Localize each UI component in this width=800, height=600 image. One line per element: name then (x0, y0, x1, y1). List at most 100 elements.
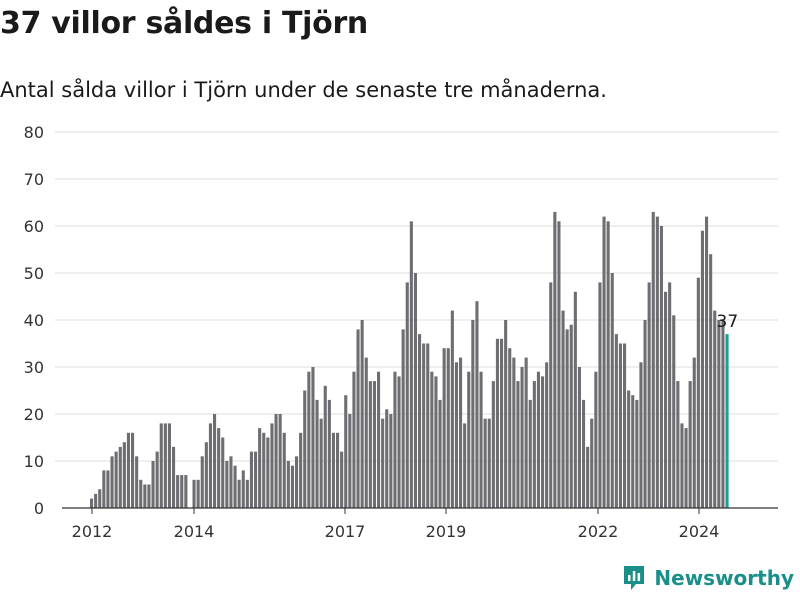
bar (356, 329, 360, 508)
bar (262, 432, 266, 508)
bar (643, 320, 647, 508)
bar (274, 414, 278, 508)
bar (368, 381, 372, 508)
bar (520, 367, 524, 508)
bar (180, 475, 184, 508)
bar (249, 451, 253, 508)
bar (495, 338, 499, 508)
bar (590, 418, 594, 508)
bar (418, 334, 422, 508)
bar (114, 451, 118, 508)
bar (245, 479, 249, 508)
bar (438, 399, 442, 508)
bar (688, 381, 692, 508)
bar (696, 277, 700, 508)
bar (139, 479, 143, 508)
bar (221, 437, 225, 508)
brand-logo[interactable]: Newsworthy (622, 564, 794, 592)
bar (594, 371, 598, 508)
bar (196, 479, 200, 508)
bar (151, 461, 155, 508)
bar (319, 418, 323, 508)
bar (254, 451, 258, 508)
bar (225, 461, 229, 508)
bar (614, 334, 618, 508)
x-tick-label: 2017 (325, 522, 366, 541)
bar (315, 399, 319, 508)
y-tick-label: 80 (24, 123, 44, 142)
bar (721, 320, 725, 508)
bar (266, 437, 270, 508)
bar (651, 211, 655, 508)
x-tick-label: 2014 (174, 522, 215, 541)
x-tick-label: 2019 (426, 522, 467, 541)
bar (340, 451, 344, 508)
bar (213, 414, 217, 508)
bar (475, 301, 479, 508)
bar (327, 399, 331, 508)
bar (413, 273, 417, 508)
bar (631, 395, 635, 508)
bar (237, 479, 241, 508)
bar (659, 226, 663, 508)
bar (639, 362, 643, 508)
bar (692, 357, 696, 508)
bar (545, 362, 549, 508)
bar (167, 423, 171, 508)
bar (385, 409, 389, 508)
y-tick-label: 40 (24, 311, 44, 330)
bar (508, 348, 512, 508)
bar (233, 465, 237, 508)
bar (184, 475, 188, 508)
brand-name: Newsworthy (654, 566, 794, 590)
bar (147, 484, 151, 508)
bar (668, 282, 672, 508)
bar (450, 310, 454, 508)
bar (372, 381, 376, 508)
y-tick-label: 50 (24, 264, 44, 283)
bar (430, 371, 434, 508)
y-tick-label: 60 (24, 217, 44, 236)
y-tick-label: 70 (24, 170, 44, 189)
bar (217, 428, 221, 508)
bar (229, 456, 233, 508)
bar (344, 395, 348, 508)
bar (106, 470, 110, 508)
bar (282, 432, 286, 508)
bar (159, 423, 163, 508)
bar (299, 432, 303, 508)
bar (504, 320, 508, 508)
bar (389, 414, 393, 508)
bar (126, 432, 130, 508)
newsworthy-logo-icon (624, 566, 645, 590)
bar (672, 315, 676, 508)
bar (655, 216, 659, 508)
bar (295, 456, 299, 508)
bar (307, 371, 311, 508)
bar (135, 456, 139, 508)
bar (454, 362, 458, 508)
bar (479, 371, 483, 508)
bar (90, 498, 94, 508)
bar (561, 310, 565, 508)
bar (491, 381, 495, 508)
bar (258, 428, 262, 508)
bar (118, 446, 122, 508)
y-tick-label: 20 (24, 405, 44, 424)
bar (331, 432, 335, 508)
bar (565, 329, 569, 508)
bar (208, 423, 212, 508)
bar (270, 423, 274, 508)
bar (405, 282, 409, 508)
bar (278, 414, 282, 508)
bar (463, 423, 467, 508)
x-tick-label: 2022 (578, 522, 619, 541)
bar (684, 428, 688, 508)
bar (610, 273, 614, 508)
bar (487, 418, 491, 508)
bar (471, 320, 475, 508)
bar (426, 343, 430, 508)
bar (303, 390, 307, 508)
bar (409, 221, 413, 509)
